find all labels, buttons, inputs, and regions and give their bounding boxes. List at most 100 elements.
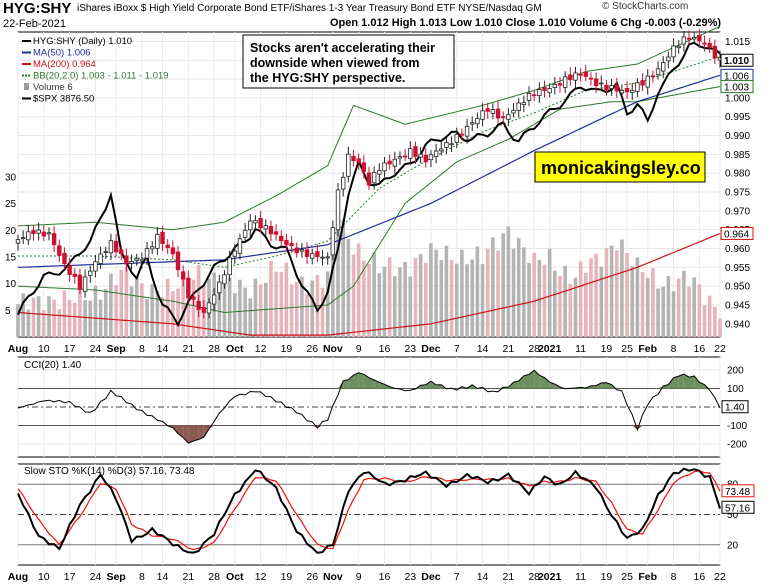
volume-bar — [258, 284, 263, 337]
annotation-line: downside when viewed from — [250, 56, 419, 70]
candle-body — [593, 78, 599, 86]
cci-title: CCI(20) 1.40 — [24, 360, 82, 371]
price-x-axis: Aug 10 17 24 Sep 8 14 21 28 Oct 12 19 26 Nov 9 16 23 Dec 7… — [8, 343, 726, 355]
cci-overbought-fill — [369, 377, 375, 389]
x-tick-label: 28 — [528, 343, 540, 355]
candle-body — [129, 261, 134, 264]
x-tick-label: 25 — [621, 343, 633, 355]
cci-overbought-fill — [436, 384, 442, 389]
candle-body — [310, 253, 315, 259]
price-marker-label: 1.010 — [724, 56, 749, 67]
candle-body — [340, 176, 346, 190]
volume-bar — [423, 262, 428, 337]
price-axis-tick: 0.975 — [725, 188, 750, 199]
volume-bar — [150, 284, 155, 337]
cci-overbought-fill — [425, 381, 431, 389]
x-tick-label: 9 — [356, 571, 362, 583]
candle-body — [413, 146, 418, 157]
candle-body — [583, 71, 588, 77]
candle-body — [630, 89, 635, 94]
bb-lower-line — [17, 86, 721, 314]
volume-bar — [382, 266, 387, 337]
volume-bar — [516, 238, 521, 337]
x-tick-label: 10 — [38, 571, 50, 583]
candle-body — [568, 74, 573, 81]
price-marker-label: 0.964 — [724, 229, 749, 240]
sto-marker-box — [721, 484, 755, 498]
cci-overbought-fill — [430, 381, 437, 389]
candle-body — [470, 122, 475, 125]
candle-body — [444, 141, 449, 148]
volume-bar — [16, 304, 20, 337]
volume-bar — [356, 243, 361, 337]
volume-bar — [372, 252, 376, 337]
x-tick-label: Dec — [421, 571, 440, 583]
candle-body — [562, 76, 568, 88]
x-tick-label: 26 — [306, 571, 318, 583]
cci-overbought-fill — [529, 370, 535, 389]
candle-body — [335, 189, 341, 231]
candle-body — [346, 153, 351, 177]
x-tick-label: 8 — [139, 571, 145, 583]
candle-body — [397, 156, 403, 159]
volume-bar — [232, 293, 237, 337]
price-marker-box — [720, 80, 754, 94]
volume-bar — [367, 263, 371, 337]
candle-body — [170, 247, 176, 255]
candle-body — [320, 256, 325, 259]
price-axis-tick: 0.960 — [725, 244, 750, 255]
candle-body — [449, 143, 454, 146]
sto-value-marker: 73.48 — [721, 484, 755, 498]
volume-bar — [305, 294, 309, 337]
volume-bar — [140, 283, 144, 337]
x-tick-label: 24 — [90, 343, 102, 355]
volume-bar — [62, 290, 67, 337]
x-tick-label: 14 — [477, 571, 489, 583]
price-axis-tick: 0.955 — [725, 263, 750, 274]
volume-bar — [491, 237, 495, 337]
sto-title: Slow STO %K(14) %D(3) 57.16, 73.48 — [24, 466, 195, 477]
cci-marker-box — [721, 400, 749, 414]
candle-body — [263, 225, 268, 230]
cci-overbought-fill — [596, 382, 602, 389]
candle-body — [423, 154, 428, 163]
volume-bar — [362, 260, 366, 337]
candle-body — [20, 237, 26, 240]
x-tick-label: Nov — [323, 343, 343, 355]
volume-bar — [36, 296, 41, 337]
volume-bar — [52, 299, 56, 337]
cci-overbought-fill — [539, 375, 545, 389]
x-tick-label: 28 — [208, 343, 220, 355]
x-tick-label: 14 — [157, 343, 169, 355]
candle-body — [578, 73, 583, 76]
volume-bars — [16, 219, 722, 337]
price-axis-tick: 0.950 — [725, 282, 750, 293]
volume-bar — [341, 219, 345, 337]
candle-body — [98, 253, 103, 264]
candle-body — [366, 172, 372, 186]
candle-body — [26, 231, 31, 241]
candle-body — [464, 125, 470, 137]
price-marker-label: 1.006 — [724, 71, 749, 82]
candle-body — [113, 240, 119, 253]
ohlc-readout: Open 1.012 High 1.013 Low 1.010 Close 1.… — [330, 17, 722, 29]
volume-bar — [418, 254, 423, 337]
cci-overbought-fill — [704, 384, 710, 389]
legend-volume-swatch — [24, 83, 29, 90]
volume-bar — [320, 287, 325, 337]
volume-bar — [114, 285, 118, 337]
candle-body — [222, 274, 227, 285]
cci-marker-label: 1.40 — [725, 403, 745, 414]
x-tick-label: 21 — [182, 571, 194, 583]
candle-body — [248, 220, 253, 231]
candle-body — [408, 148, 413, 159]
candle-body — [604, 84, 609, 91]
x-tick-label: Sep — [106, 343, 125, 355]
cci-overbought-fill — [358, 372, 364, 389]
volume-bar — [640, 272, 645, 337]
cci-axis-tick: 100 — [727, 384, 744, 395]
volume-bar — [325, 271, 330, 337]
volume-bar — [630, 266, 635, 337]
candle-body — [67, 265, 72, 275]
